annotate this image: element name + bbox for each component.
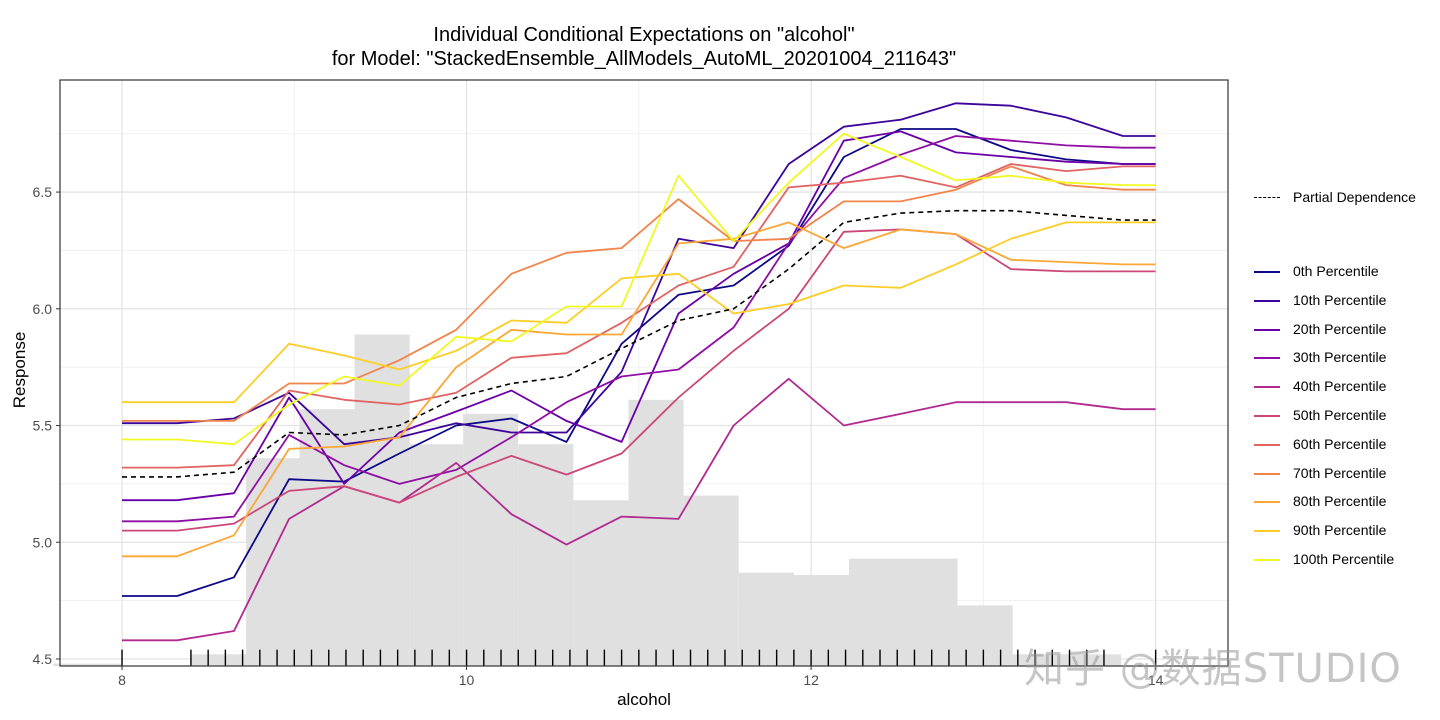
histogram-bar [299, 409, 355, 666]
legend-key [1254, 357, 1280, 360]
legend-label: 20th Percentile [1293, 320, 1387, 337]
legend-label: 40th Percentile [1293, 378, 1387, 395]
histogram-bar [190, 654, 247, 666]
ice-line [122, 165, 1156, 422]
partial-dependence-line [122, 209, 1156, 478]
legend-key [1254, 197, 1280, 198]
ice-line [122, 163, 1156, 469]
x-axis-title: alcohol [617, 690, 671, 709]
legend-key [1254, 386, 1280, 389]
y-tick-label: 5.5 [33, 418, 53, 434]
histogram-bar [683, 495, 739, 666]
ice-line [122, 132, 1156, 446]
y-tick-label: 6.0 [33, 301, 53, 317]
chart-title: Individual Conditional Expectations on "… [433, 24, 855, 46]
ice-line [122, 221, 1156, 404]
y-tick-label: 6.5 [33, 184, 53, 200]
legend-key [1254, 443, 1280, 446]
chart-subtitle: for Model: "StackedEnsemble_AllModels_Au… [331, 48, 957, 70]
legend-key [1254, 530, 1280, 533]
x-tick-label: 10 [459, 672, 475, 688]
legend-label: 60th Percentile [1293, 435, 1387, 452]
histogram-bar [246, 458, 300, 666]
plot-border [59, 79, 1229, 667]
legend-label: 90th Percentile [1293, 522, 1387, 539]
histogram-bar [518, 444, 574, 666]
ice-line [122, 221, 1156, 558]
legend-label: Partial Dependence [1293, 189, 1416, 205]
legend-key [1254, 328, 1280, 331]
legend-label: 70th Percentile [1293, 464, 1387, 481]
legend-label: 30th Percentile [1293, 349, 1387, 366]
histogram-bar [354, 334, 410, 666]
legend-label: 0th Percentile [1293, 263, 1379, 279]
histogram-bar [793, 574, 850, 666]
histogram-bar [738, 572, 794, 666]
ice-line [122, 135, 1156, 523]
histogram-bar [849, 558, 958, 666]
y-axis-title: Response [10, 331, 29, 409]
histogram-bar [409, 444, 464, 666]
ice-line [122, 377, 1156, 642]
watermark: 知乎 @数据STUDIO [1024, 646, 1402, 692]
ice-line [122, 130, 1156, 502]
legend-key [1254, 415, 1280, 417]
legend-key [1254, 271, 1280, 273]
legend-key [1254, 299, 1280, 302]
x-tick-label: 14 [1148, 672, 1164, 688]
legend-label: 100th Percentile [1293, 551, 1395, 567]
legend-label: 50th Percentile [1293, 407, 1387, 423]
legend-label: 10th Percentile [1293, 291, 1387, 308]
legend-key [1254, 472, 1280, 475]
legend-key [1254, 501, 1280, 504]
legend-label: 80th Percentile [1293, 493, 1387, 510]
legend-key [1254, 559, 1280, 561]
ice-line [122, 228, 1156, 532]
histogram-bar [463, 413, 519, 666]
y-tick-label: 4.5 [33, 651, 53, 667]
ice-line [122, 102, 1156, 446]
histogram-bar [573, 500, 629, 666]
x-tick-label: 8 [118, 672, 126, 688]
y-tick-label: 5.0 [33, 534, 53, 550]
histogram-bar [53, 663, 123, 666]
ice-line [122, 128, 1156, 597]
histogram-bar [628, 399, 684, 666]
histogram-bar [1012, 654, 1122, 666]
x-tick-label: 12 [803, 672, 819, 688]
